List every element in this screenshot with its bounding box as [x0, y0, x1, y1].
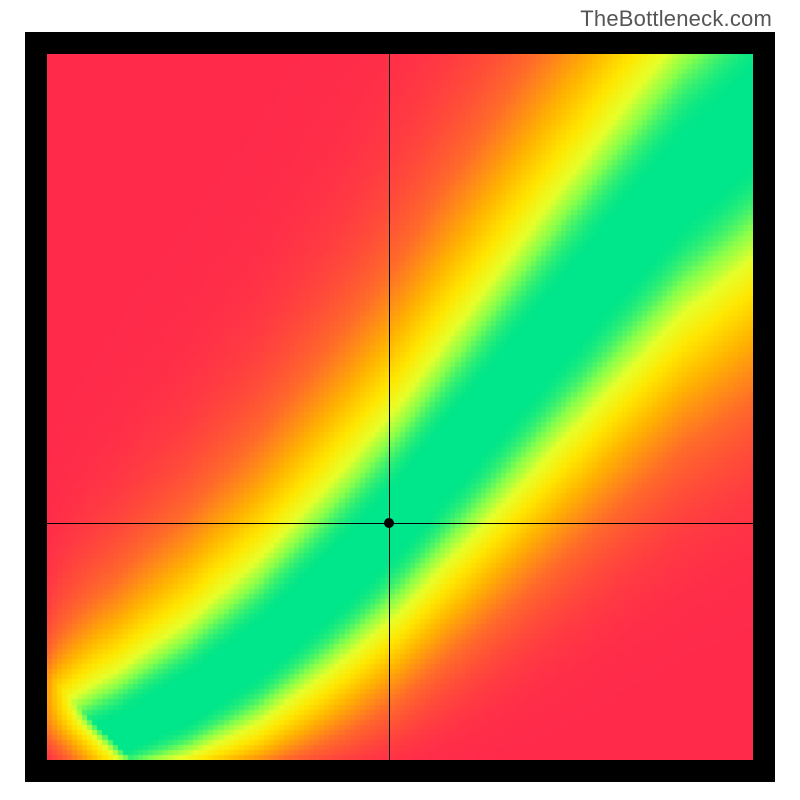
heatmap-canvas — [47, 54, 753, 760]
crosshair-horizontal — [47, 523, 753, 524]
chart-frame — [25, 32, 775, 782]
watermark-text: TheBottleneck.com — [580, 6, 772, 32]
crosshair-vertical — [389, 54, 390, 760]
data-point-marker — [384, 518, 394, 528]
chart-container: TheBottleneck.com — [0, 0, 800, 800]
